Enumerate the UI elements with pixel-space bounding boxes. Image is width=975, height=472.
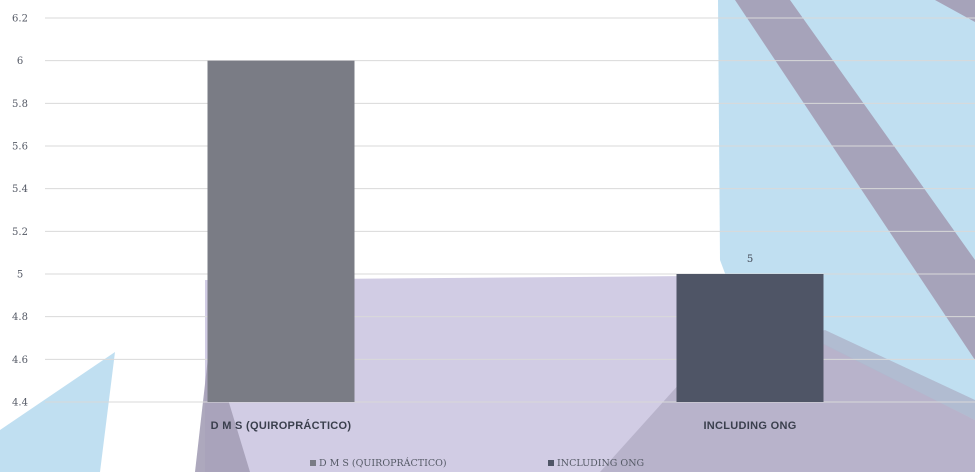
data-label: 5 xyxy=(747,254,753,265)
data-labels: 5 xyxy=(747,254,753,265)
bar-dms-quiropractico xyxy=(207,60,355,403)
bar-including-ong xyxy=(676,274,824,402)
y-tick-label: 4.8 xyxy=(12,312,28,323)
bars xyxy=(207,60,824,403)
bg-blue-wedge-left xyxy=(0,352,115,472)
legend-label: D M S (QUIROPRÁCTICO) xyxy=(319,457,447,469)
y-tick-label: 4.6 xyxy=(12,355,28,366)
y-tick-label: 6.2 xyxy=(12,14,28,25)
y-tick-label: 6 xyxy=(17,56,23,67)
x-category-label: D M S (QUIROPRÁCTICO) xyxy=(211,419,352,432)
y-tick-label: 5.2 xyxy=(12,227,28,238)
x-axis: D M S (QUIROPRÁCTICO) INCLUDING ONG xyxy=(211,419,797,432)
bg-mauve-corner xyxy=(935,0,975,22)
legend-swatch xyxy=(310,460,316,466)
legend-swatch xyxy=(548,460,554,466)
y-tick-label: 5.6 xyxy=(12,142,28,153)
y-tick-label: 5.4 xyxy=(12,184,28,195)
legend-label: INCLUDING ONG xyxy=(557,458,644,469)
x-category-label: INCLUDING ONG xyxy=(703,420,796,432)
y-tick-label: 4.4 xyxy=(12,398,28,409)
y-axis: 4.4 4.6 4.8 5 5.2 5.4 5.6 5.8 6 6.2 xyxy=(12,14,28,409)
y-tick-label: 5 xyxy=(17,270,23,281)
y-tick-label: 5.8 xyxy=(12,99,28,110)
bg-mauve-stripe-right xyxy=(735,0,975,360)
legend: D M S (QUIROPRÁCTICO) INCLUDING ONG xyxy=(310,457,644,469)
